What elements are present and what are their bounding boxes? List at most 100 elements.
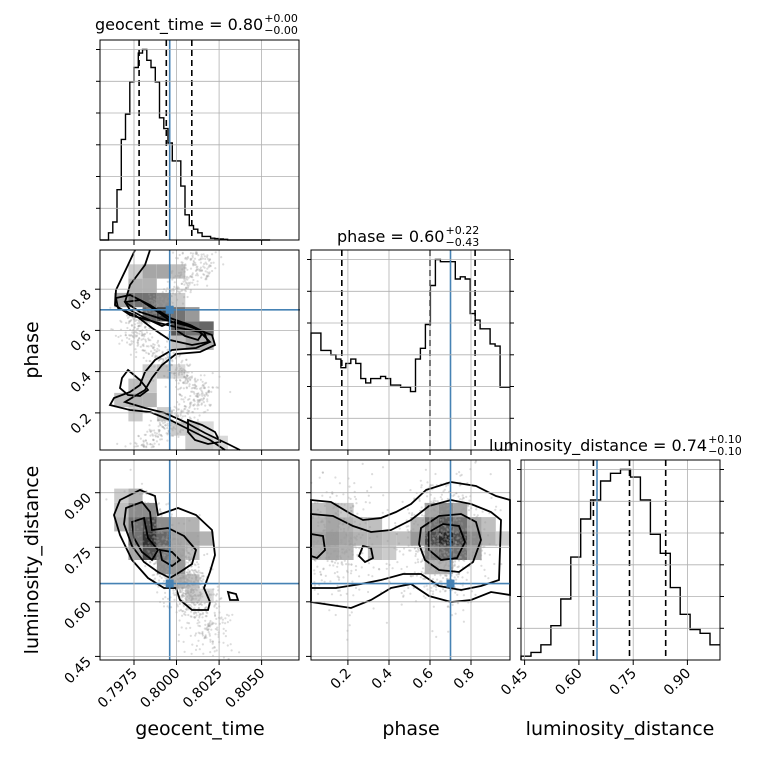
- sample-point: [205, 611, 208, 614]
- sample-point: [141, 525, 144, 528]
- sample-point: [345, 519, 348, 522]
- sample-point: [178, 587, 181, 590]
- sample-point: [342, 548, 345, 551]
- sample-point: [452, 530, 455, 534]
- sample-point: [214, 267, 217, 270]
- sample-point: [456, 566, 459, 569]
- sample-point: [186, 589, 189, 592]
- sample-point: [186, 591, 189, 594]
- sample-point: [316, 501, 319, 504]
- sample-point: [439, 551, 442, 554]
- sample-point: [409, 574, 412, 578]
- sample-point: [165, 299, 168, 302]
- sample-point: [313, 572, 316, 575]
- sample-point: [456, 535, 459, 538]
- sample-point: [160, 561, 163, 564]
- sample-point: [455, 530, 458, 533]
- sample-point: [162, 579, 166, 583]
- sample-point: [137, 515, 140, 518]
- sample-point: [153, 351, 156, 355]
- sample-point: [225, 613, 229, 616]
- panel-frame: [99, 459, 300, 661]
- sample-point: [437, 562, 440, 565]
- panel-frame: [310, 249, 511, 451]
- sample-point: [205, 627, 208, 630]
- sample-point: [459, 555, 462, 559]
- sample-point: [157, 419, 160, 422]
- sample-point: [164, 577, 167, 580]
- sample-point: [130, 342, 133, 345]
- sample-point: [159, 434, 162, 437]
- sample-point: [204, 623, 207, 627]
- sample-point: [181, 574, 184, 577]
- sample-point: [166, 439, 169, 442]
- sample-point: [436, 559, 439, 562]
- sample-point: [171, 270, 174, 273]
- sample-point: [157, 425, 160, 428]
- sample-point: [140, 334, 143, 337]
- sample-point: [206, 552, 209, 556]
- sample-point: [433, 548, 436, 551]
- sample-point: [403, 547, 406, 550]
- sample-point: [456, 519, 459, 522]
- sample-point: [192, 261, 195, 264]
- sample-point: [440, 544, 443, 547]
- sample-point: [201, 390, 204, 393]
- sample-point: [162, 359, 165, 362]
- sample-point: [432, 559, 435, 562]
- sample-point: [137, 550, 140, 554]
- sample-point: [426, 558, 429, 561]
- sample-point: [210, 628, 213, 631]
- x-tick-label: 0.8000: [137, 666, 183, 712]
- sample-point: [160, 300, 163, 303]
- sample-point: [185, 555, 188, 558]
- sample-point: [443, 566, 446, 569]
- sample-point: [195, 269, 198, 272]
- sample-point: [203, 262, 206, 266]
- sample-point: [155, 562, 158, 565]
- sample-point: [407, 586, 410, 590]
- sample-point: [331, 492, 334, 495]
- sample-point: [198, 387, 202, 390]
- sample-point: [178, 619, 181, 622]
- sample-point: [174, 275, 177, 278]
- sample-point: [196, 579, 200, 582]
- sample-point: [405, 565, 409, 568]
- sample-point: [467, 536, 471, 539]
- sample-point: [176, 415, 179, 418]
- sample-point: [446, 538, 449, 541]
- sample-point: [342, 576, 345, 579]
- sample-point: [461, 528, 464, 532]
- sample-point: [188, 559, 191, 562]
- sample-point: [408, 549, 411, 552]
- sample-point: [471, 551, 474, 554]
- sample-point: [125, 336, 129, 339]
- sample-point: [441, 534, 444, 537]
- sample-point: [339, 522, 342, 525]
- sample-point: [313, 581, 316, 584]
- sample-point: [153, 531, 156, 534]
- sample-point: [191, 273, 194, 276]
- sample-point: [172, 426, 175, 429]
- sample-point: [461, 576, 464, 579]
- sample-point: [159, 542, 162, 545]
- sample-point: [214, 627, 217, 631]
- sample-point: [197, 639, 200, 642]
- sample-point: [189, 615, 192, 618]
- sample-point: [192, 597, 195, 601]
- panel-frame: [310, 459, 511, 661]
- sample-point: [153, 297, 156, 300]
- sample-point: [185, 375, 189, 378]
- density-cell: [128, 488, 143, 503]
- sample-point: [212, 588, 215, 591]
- sample-point: [181, 302, 185, 305]
- sample-point: [166, 280, 169, 283]
- sample-point: [432, 584, 435, 588]
- sample-point: [317, 592, 320, 596]
- sample-point: [400, 591, 403, 595]
- sample-point: [184, 290, 187, 293]
- density-cell: [325, 517, 340, 532]
- sample-point: [439, 533, 443, 536]
- contour-phase-time-inner: [123, 299, 174, 327]
- sample-point: [180, 271, 183, 274]
